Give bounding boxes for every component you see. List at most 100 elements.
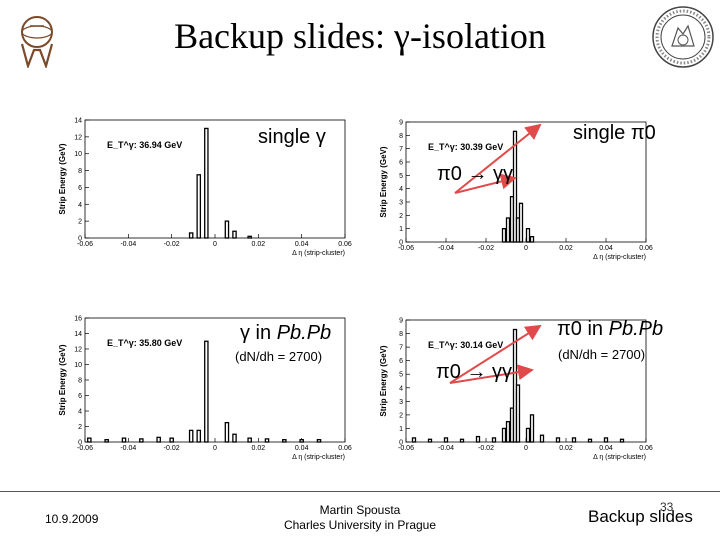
footer-section: Backup slides: [588, 507, 693, 526]
bar: [204, 340, 209, 443]
bar: [529, 236, 535, 243]
bar: [587, 438, 593, 443]
x-tick-label: 0.04: [295, 241, 309, 248]
x-tick-label: -0.02: [478, 245, 494, 252]
y-tick-label: 0: [399, 240, 403, 247]
y-tick-label: 0: [78, 440, 82, 447]
bar: [539, 434, 545, 443]
y-tick-label: 12: [74, 347, 82, 354]
bar: [501, 427, 507, 443]
y-tick-label: 4: [78, 202, 82, 209]
label-single-gamma: single γ: [258, 126, 326, 148]
bar: [459, 438, 465, 443]
y-tick-label: 2: [399, 412, 403, 419]
x-tick-label: 0.02: [559, 445, 573, 452]
bar: [603, 437, 609, 443]
y-tick-label: 14: [74, 331, 82, 338]
et-label: E_T^γ: 30.14 GeV: [428, 340, 503, 350]
x-tick-label: -0.02: [164, 241, 180, 248]
label-single-pi0: single π0: [573, 122, 656, 145]
et-label: E_T^γ: 30.39 GeV: [428, 142, 503, 152]
y-tick-label: 7: [399, 146, 403, 153]
x-tick-label: 0: [213, 241, 217, 248]
bar: [282, 439, 287, 443]
atlas-logo: [20, 16, 54, 68]
x-tick-label: 0.06: [639, 245, 653, 252]
y-tick-label: 8: [78, 378, 82, 385]
x-tick-label: 0.02: [252, 445, 266, 452]
bar: [196, 429, 202, 443]
bar: [555, 437, 561, 443]
bar: [188, 232, 194, 239]
footer-author-block: Martin Spousta Charles University in Pra…: [250, 503, 470, 533]
x-axis-title: Δ η (strip-cluster): [292, 454, 345, 461]
plot-single-pi0: 0 1 2 3 4 5 6 7 8 9 -0.06 -0.04 -0.02 0 0.02 0.04 0.06 E_…: [379, 120, 653, 262]
bar: [505, 421, 511, 443]
bar: [156, 436, 161, 443]
bar: [247, 235, 252, 239]
arrow-bottom-1: [449, 324, 542, 384]
y-tick-label: 16: [74, 316, 82, 323]
arrow-top-2: [454, 173, 517, 194]
y-tick-label: 5: [399, 372, 403, 379]
x-tick-label: 0.02: [559, 245, 573, 252]
bar: [529, 414, 535, 443]
y-tick-label: 6: [399, 160, 403, 167]
label-pi0-pbpb: π0 in Pb.Pb: [557, 318, 663, 341]
footer-author: Martin Spousta: [319, 503, 401, 517]
y-tick-label: 8: [78, 168, 82, 175]
x-tick-label: 0.02: [252, 241, 266, 248]
bar: [247, 437, 252, 443]
x-tick-label: 0.06: [338, 241, 352, 248]
bar: [411, 437, 417, 443]
plot-pi0-pbpb: 0 1 2 3 4 5 6 7 8 9 -0.06 -0.04 -0.02 0 0.02 0.04 0.06 E_…: [379, 318, 653, 462]
y-tick-label: 5: [399, 173, 403, 180]
y-tick-label: 8: [399, 133, 403, 140]
y-tick-label: 9: [399, 120, 403, 127]
x-tick-label: -0.06: [398, 245, 414, 252]
y-tick-label: 3: [399, 200, 403, 207]
x-tick-label: 0.04: [295, 445, 309, 452]
y-tick-label: 4: [399, 385, 403, 392]
y-tick-label: 10: [74, 362, 82, 369]
bar: [196, 174, 202, 239]
bar: [443, 437, 449, 443]
bar: [475, 435, 481, 443]
bar: [299, 439, 304, 443]
label-pi0-decay-top: π0 → γγ: [437, 163, 514, 185]
label-single-pi0-text: single π0: [573, 122, 656, 144]
label-gamma-pbpb-gamma: γ in: [240, 322, 272, 344]
arrow-bottom-2: [449, 364, 534, 384]
x-tick-label: -0.02: [478, 445, 494, 452]
x-axis-title: Δ η (strip-cluster): [292, 250, 345, 257]
bar: [224, 421, 230, 443]
y-tick-label: 2: [78, 424, 82, 431]
label-pi0-pbpb-system: Pb.Pb: [608, 318, 664, 340]
x-tick-label: -0.04: [438, 245, 454, 252]
footer-affiliation: Charles University in Prague: [283, 518, 437, 532]
y-tick-label: 2: [78, 219, 82, 226]
y-tick-label: 7: [399, 345, 403, 352]
footer-page-number: 33: [660, 500, 674, 514]
y-tick-label: 4: [399, 186, 403, 193]
bar: [525, 427, 531, 443]
bar: [505, 217, 511, 243]
y-tick-label: 6: [399, 358, 403, 365]
x-tick-label: -0.04: [438, 445, 454, 452]
label-gamma-pbpb-mult: (dN/dh = 2700): [235, 349, 323, 364]
label-pi0-pbpb-mult: (dN/dh = 2700): [558, 347, 646, 362]
x-tick-label: 0: [524, 245, 528, 252]
arrow-top-1: [454, 123, 542, 194]
bar: [427, 438, 433, 443]
y-axis-title: Strip Energy (GeV): [379, 345, 388, 416]
y-tick-label: 12: [74, 134, 82, 141]
footer-divider: [0, 491, 720, 492]
y-tick-label: 0: [78, 236, 82, 243]
bar: [232, 433, 237, 443]
et-label: E_T^γ: 36.94 GeV: [107, 140, 182, 150]
bar: [232, 230, 237, 239]
x-tick-label: -0.06: [77, 445, 93, 452]
label-gamma-pbpb-system: Pb.Pb: [276, 322, 332, 344]
y-tick-label: 10: [74, 151, 82, 158]
x-tick-label: 0: [213, 445, 217, 452]
